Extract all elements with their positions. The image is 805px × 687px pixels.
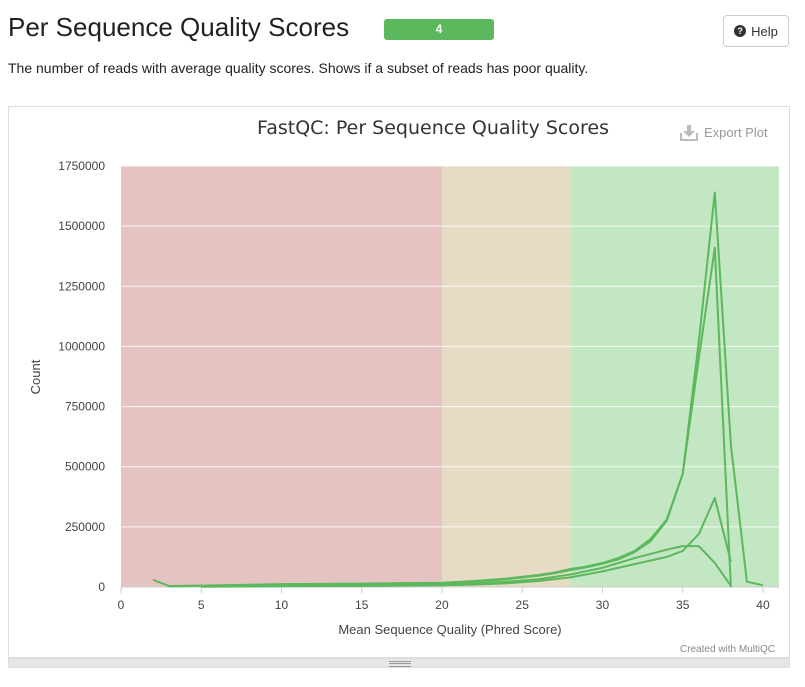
page-title: Per Sequence Quality Scores: [8, 12, 350, 42]
export-plot-button[interactable]: Export Plot: [680, 125, 768, 141]
x-axis-label: Mean Sequence Quality (Phred Score): [338, 622, 561, 637]
export-plot-label: Export Plot: [704, 125, 768, 140]
question-circle-icon: ?: [734, 25, 747, 37]
x-tick-label: 10: [275, 598, 289, 612]
resize-handle[interactable]: [8, 658, 790, 668]
x-tick-label: 40: [756, 598, 770, 612]
grip-icon: [389, 661, 411, 667]
plot-panel: 0 250000 500000 750000 1000000 1250000 1500000…: [8, 106, 790, 658]
series-line-3: [201, 497, 732, 588]
y-tick-label: 250000: [65, 520, 105, 534]
x-tick-label: 15: [355, 598, 369, 612]
help-label: Help: [751, 23, 778, 39]
y-tick-label: 0: [98, 580, 105, 594]
y-axis-label: Count: [28, 359, 43, 394]
y-tick-label: 500000: [65, 460, 105, 474]
x-tick-label: 35: [676, 598, 690, 612]
status-badge: 4: [384, 19, 494, 40]
quality-chart: 0 250000 500000 750000 1000000 1250000 1500000…: [28, 117, 779, 655]
quality-zone-1: [441, 166, 571, 587]
y-tick-label: 1750000: [58, 159, 105, 173]
help-button[interactable]: ? Help: [723, 15, 789, 47]
x-tick-label: 25: [516, 598, 530, 612]
y-tick-label: 1000000: [58, 339, 105, 353]
x-tick-label: 5: [198, 598, 205, 612]
y-tick-label: 1250000: [58, 279, 105, 293]
download-icon: [680, 125, 698, 141]
section-description: The number of reads with average quality…: [8, 60, 589, 76]
chart-title: FastQC: Per Sequence Quality Scores: [257, 117, 609, 139]
series-line-1: [169, 246, 732, 588]
x-tick-label: 0: [118, 598, 125, 612]
x-tick-label: 20: [435, 598, 449, 612]
quality-zone-2: [570, 166, 779, 587]
quality-zone-0: [121, 166, 442, 587]
y-tick-label: 1500000: [58, 219, 105, 233]
x-tick-label: 30: [596, 598, 610, 612]
y-tick-label: 750000: [65, 400, 105, 414]
credit-label: Created with MultiQC: [680, 644, 775, 655]
